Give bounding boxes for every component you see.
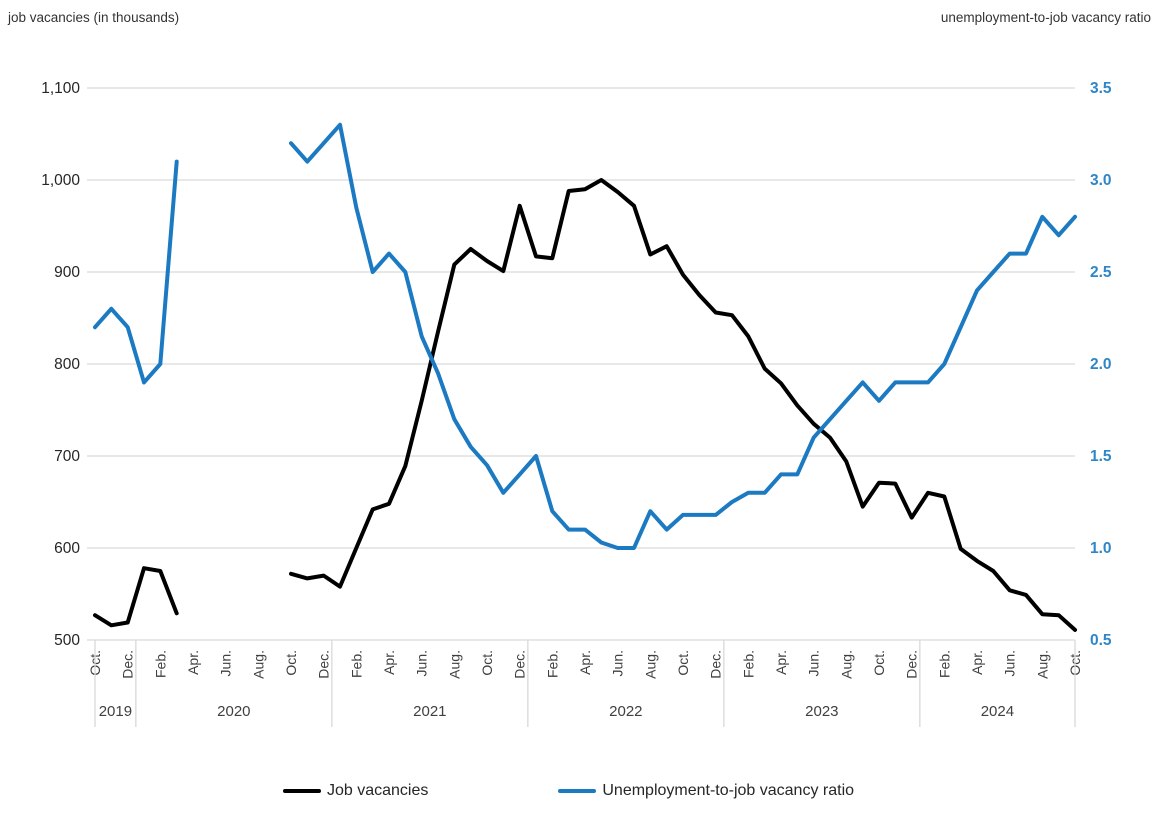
svg-text:0.5: 0.5: [1090, 632, 1112, 649]
svg-text:Apr.: Apr.: [185, 650, 201, 675]
svg-text:Dec.: Dec.: [316, 650, 332, 679]
line-chart-plot-area: 1,100 3.5 1,000 3.0 900 2.5 800 2.0 700 1.5 600 1.0…: [41, 80, 1112, 727]
svg-text:Feb.: Feb.: [936, 650, 952, 678]
legend-label-job-vacancies: Job vacancies: [326, 782, 429, 799]
svg-text:Jun.: Jun.: [218, 650, 234, 676]
svg-text:1,000: 1,000: [41, 172, 80, 189]
svg-text:Jun.: Jun.: [414, 650, 430, 676]
svg-text:Feb.: Feb.: [152, 650, 168, 678]
ratio-line-swatch: [558, 789, 597, 793]
svg-text:3.0: 3.0: [1090, 172, 1112, 189]
legend-item-ratio: Unemployment-to-job vacancy ratio: [558, 782, 854, 800]
job-vacancies-line-swatch: [282, 789, 321, 793]
svg-text:Feb.: Feb.: [740, 650, 756, 678]
svg-text:3.5: 3.5: [1090, 80, 1112, 97]
svg-text:Aug.: Aug.: [1034, 650, 1050, 679]
left-axis-title: job vacancies (in thousands): [8, 10, 180, 25]
chart-svg: 1,100 3.5 1,000 3.0 900 2.5 800 2.0 700 1.5 600 1.0…: [41, 80, 1112, 727]
svg-text:600: 600: [54, 540, 80, 557]
svg-text:2.5: 2.5: [1090, 264, 1112, 281]
svg-text:Aug.: Aug.: [642, 650, 658, 679]
svg-text:Apr.: Apr.: [969, 650, 985, 675]
svg-text:2021: 2021: [413, 703, 446, 720]
svg-text:Jun.: Jun.: [1002, 650, 1018, 676]
svg-text:Jun.: Jun.: [806, 650, 822, 676]
svg-text:2020: 2020: [217, 703, 250, 720]
svg-text:Dec.: Dec.: [512, 650, 528, 679]
svg-text:2024: 2024: [981, 703, 1014, 720]
svg-text:Feb.: Feb.: [544, 650, 560, 678]
chart-legend: Job vacancies Unemployment-to-job vacanc…: [0, 782, 1149, 800]
svg-text:Apr.: Apr.: [577, 650, 593, 675]
svg-text:1,100: 1,100: [41, 80, 80, 97]
svg-text:Oct.: Oct.: [675, 650, 691, 676]
svg-text:Oct.: Oct.: [871, 650, 887, 676]
svg-text:1.5: 1.5: [1090, 448, 1112, 465]
svg-text:1.0: 1.0: [1090, 540, 1112, 557]
legend-item-job-vacancies: Job vacancies: [282, 782, 429, 800]
svg-text:700: 700: [54, 448, 80, 465]
svg-text:2023: 2023: [805, 703, 838, 720]
svg-text:2022: 2022: [609, 703, 642, 720]
svg-text:Oct.: Oct.: [283, 650, 299, 676]
svg-text:Dec.: Dec.: [120, 650, 136, 679]
svg-text:Dec.: Dec.: [708, 650, 724, 679]
svg-text:Aug.: Aug.: [838, 650, 854, 679]
svg-text:Oct.: Oct.: [479, 650, 495, 676]
svg-text:2.0: 2.0: [1090, 356, 1112, 373]
svg-text:2019: 2019: [99, 703, 132, 720]
svg-text:800: 800: [54, 356, 80, 373]
legend-label-ratio: Unemployment-to-job vacancy ratio: [602, 782, 855, 799]
svg-text:Feb.: Feb.: [348, 650, 364, 678]
svg-text:Aug.: Aug.: [446, 650, 462, 679]
svg-text:Jun.: Jun.: [610, 650, 626, 676]
svg-text:900: 900: [54, 264, 80, 281]
svg-text:Apr.: Apr.: [773, 650, 789, 675]
svg-text:Dec.: Dec.: [904, 650, 920, 679]
right-axis-title: unemployment-to-job vacancy ratio: [940, 10, 1151, 25]
svg-text:500: 500: [54, 632, 80, 649]
svg-text:Aug.: Aug.: [250, 650, 266, 679]
svg-text:Apr.: Apr.: [381, 650, 397, 675]
